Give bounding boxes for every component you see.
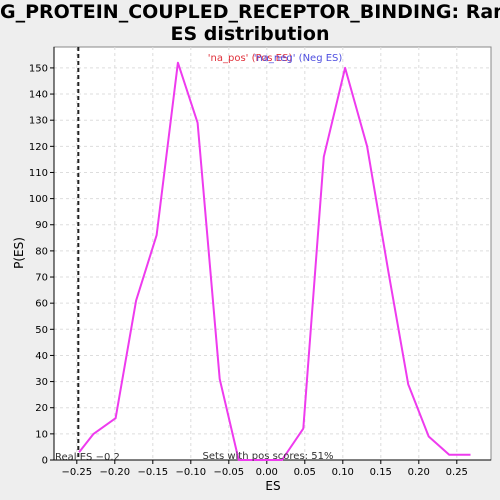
y-axis-label: P(ES) (12, 237, 26, 269)
y-tick-label: 150 (29, 63, 48, 74)
y-tick-label: 0 (42, 456, 48, 467)
x-tick-label: −0.05 (213, 467, 244, 478)
y-tick-label: 60 (35, 299, 48, 310)
axes: 0 10 20 30 40 50 60 70 80 90 100 110 120 130 140 150 −0.… (29, 47, 491, 478)
y-tick-label: 80 (35, 246, 48, 257)
chart-title-line-2: ES distribution (170, 23, 330, 45)
data-marks (77, 47, 471, 461)
x-tick-label: 0.10 (332, 467, 354, 478)
x-tick-label: −0.20 (99, 467, 130, 478)
y-tick-label: 40 (35, 351, 48, 362)
x-tick-label: 0.00 (256, 467, 278, 478)
chart-title-line-1: G_PROTEIN_COUPLED_RECEPTOR_BINDING: Rand… (0, 1, 500, 23)
x-tick-label: 0.05 (294, 467, 316, 478)
y-tick-label: 30 (35, 377, 48, 388)
x-tick-label: 0.20 (408, 467, 430, 478)
y-tick-label: 100 (29, 194, 48, 205)
pos-scores-note: Sets with pos scores: 51% (203, 451, 334, 462)
es-distribution-line (78, 61, 471, 461)
y-tick-label: 70 (35, 273, 48, 284)
y-tick-label: 50 (35, 325, 48, 336)
plot-area (53, 46, 492, 461)
y-tick-label: 90 (35, 220, 48, 231)
legend-pos-label: 'na_pos' (Pos ES) (208, 53, 293, 64)
grid (54, 47, 491, 461)
x-tick-label: −0.25 (61, 467, 92, 478)
x-tick-label: −0.10 (175, 467, 206, 478)
x-tick-label: 0.25 (446, 467, 468, 478)
x-tick-label: −0.15 (137, 467, 168, 478)
y-tick-label: 10 (35, 429, 48, 440)
y-tick-label: 140 (29, 90, 48, 101)
y-tick-label: 20 (35, 403, 48, 414)
x-axis-label: ES (265, 479, 280, 493)
y-tick-label: 110 (29, 168, 48, 179)
y-tick-label: 130 (29, 116, 48, 127)
real-es-label: Real ES −0.2 (55, 452, 120, 463)
y-tick-label: 120 (29, 142, 48, 153)
legend-neg-label: 'na_neg' (Neg ES) (254, 53, 343, 64)
x-tick-label: 0.15 (370, 467, 392, 478)
